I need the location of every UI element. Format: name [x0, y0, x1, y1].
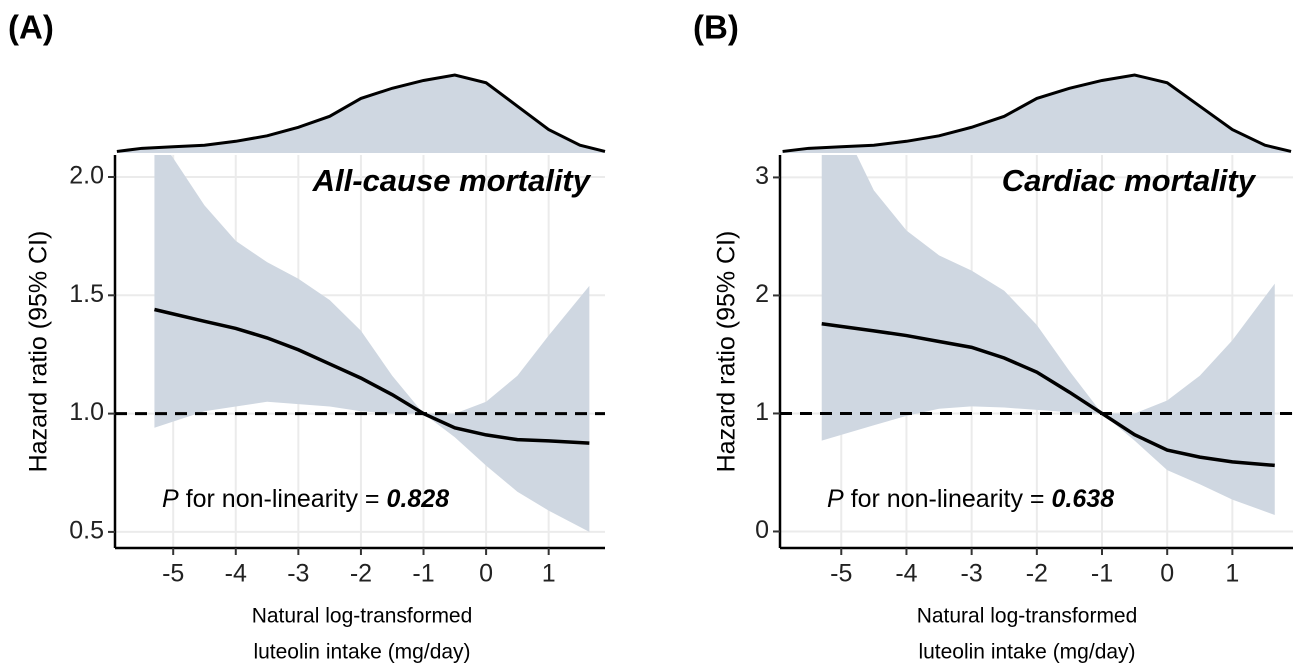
- y-tick-label: 2.0: [69, 162, 104, 190]
- density-area: [116, 75, 606, 153]
- x-tick-label: -5: [162, 560, 184, 588]
- y-axis-title: Hazard ratio (95% CI): [25, 231, 53, 473]
- x-tick-label: -3: [961, 560, 983, 588]
- y-tick-label: 3: [755, 162, 769, 190]
- chart-title: Cardiac mortality: [1002, 163, 1257, 198]
- x-axis-title: Natural log-transformed: [917, 605, 1138, 628]
- chart-title: All-cause mortality: [312, 163, 592, 198]
- annotation-value: 0.638: [1052, 485, 1115, 513]
- x-tick-label: -3: [287, 560, 309, 588]
- annotation-p: P: [162, 485, 179, 513]
- y-tick-label: 1: [755, 398, 769, 426]
- y-tick-label: 1.5: [69, 280, 104, 308]
- hr-line: [821, 322, 1275, 468]
- density-line: [782, 73, 1292, 153]
- y-tick-label: 0.5: [69, 517, 104, 545]
- annotation-p: P: [827, 485, 844, 513]
- x-tick-label: 1: [542, 560, 556, 588]
- annotation-text: for non-linearity =: [851, 485, 1045, 513]
- y-tick-label: 0: [755, 516, 769, 544]
- x-tick-label: -4: [225, 560, 247, 588]
- x-tick-label: 1: [1225, 560, 1239, 588]
- x-tick-label: -1: [412, 560, 434, 588]
- y-axis-title: Hazard ratio (95% CI): [713, 231, 741, 473]
- annotation-text: for non-linearity =: [186, 485, 380, 513]
- density-line: [116, 73, 606, 153]
- panel-label: (A): [8, 9, 54, 46]
- y-tick-label: 1.0: [69, 398, 104, 426]
- x-tick-label: 0: [1160, 560, 1174, 588]
- density-area: [782, 75, 1292, 153]
- x-axis-title: Natural log-transformed: [252, 605, 473, 628]
- y-tick-label: 2: [755, 280, 769, 308]
- ci-band: [154, 155, 590, 532]
- panel-label: (B): [693, 9, 739, 46]
- annotation-value: 0.828: [387, 485, 450, 513]
- x-axis-title: luteolin intake (mg/day): [253, 641, 470, 664]
- x-tick-label: 0: [479, 560, 493, 588]
- x-tick-label: -1: [1091, 560, 1113, 588]
- ci-band: [821, 155, 1275, 515]
- x-tick-label: -2: [350, 560, 372, 588]
- x-tick-label: -4: [895, 560, 917, 588]
- x-tick-label: -5: [830, 560, 852, 588]
- x-axis-title: luteolin intake (mg/day): [918, 641, 1135, 664]
- x-tick-label: -2: [1026, 560, 1048, 588]
- hr-line: [154, 307, 590, 445]
